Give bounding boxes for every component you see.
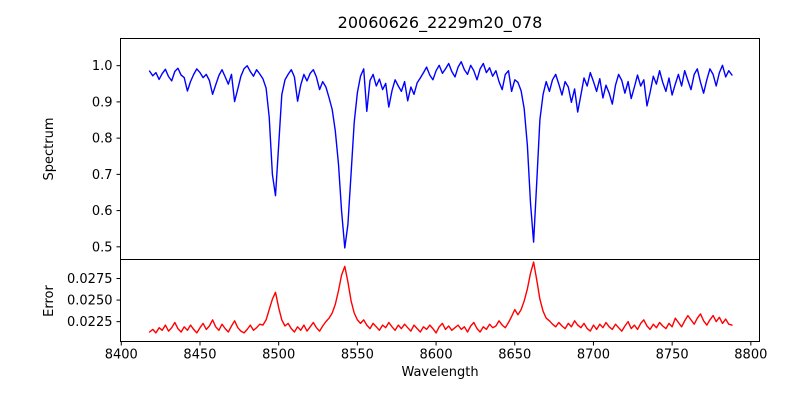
x-tick-label: 8750	[656, 348, 689, 363]
error-line	[148, 261, 733, 334]
y-tick-label: 0.0225	[67, 315, 113, 330]
y-tick-label: 0.5	[92, 240, 113, 255]
spectrum-y-axis-label: Spectrum	[42, 118, 57, 181]
y-tick-label: 0.0275	[67, 272, 113, 287]
error-panel-box	[120, 259, 760, 342]
x-tick-label: 8550	[341, 348, 374, 363]
x-tick-label: 8500	[262, 348, 295, 363]
y-tick-label: 0.6	[92, 204, 113, 219]
x-tick-label: 8400	[105, 348, 138, 363]
x-tick-label: 8600	[420, 348, 453, 363]
x-ticks: 8400 8450 8500 8550 8600 8650 8700 8750 8800	[105, 341, 767, 363]
error-y-axis-label: Error	[42, 285, 57, 317]
x-tick-label: 8800	[734, 348, 767, 363]
x-tick-label: 8650	[498, 348, 531, 363]
y-tick-label: 0.9	[92, 95, 113, 110]
y-tick-label: 0.0250	[67, 294, 113, 309]
spectrum-y-ticks: 0.5 0.6 0.7 0.8 0.9 1.0	[92, 59, 121, 255]
x-tick-label: 8700	[577, 348, 610, 363]
y-tick-label: 0.7	[92, 168, 113, 183]
plot-title: 20060626_2229m20_078	[338, 13, 543, 33]
spectrum-panel-box	[120, 38, 760, 260]
spectrum-line	[148, 61, 733, 249]
y-tick-label: 1.0	[92, 59, 113, 74]
y-tick-label: 0.8	[92, 132, 113, 147]
x-tick-label: 8450	[183, 348, 216, 363]
x-axis-label: Wavelength	[401, 365, 478, 380]
error-y-ticks: 0.0225 0.0250 0.0275	[67, 272, 121, 330]
